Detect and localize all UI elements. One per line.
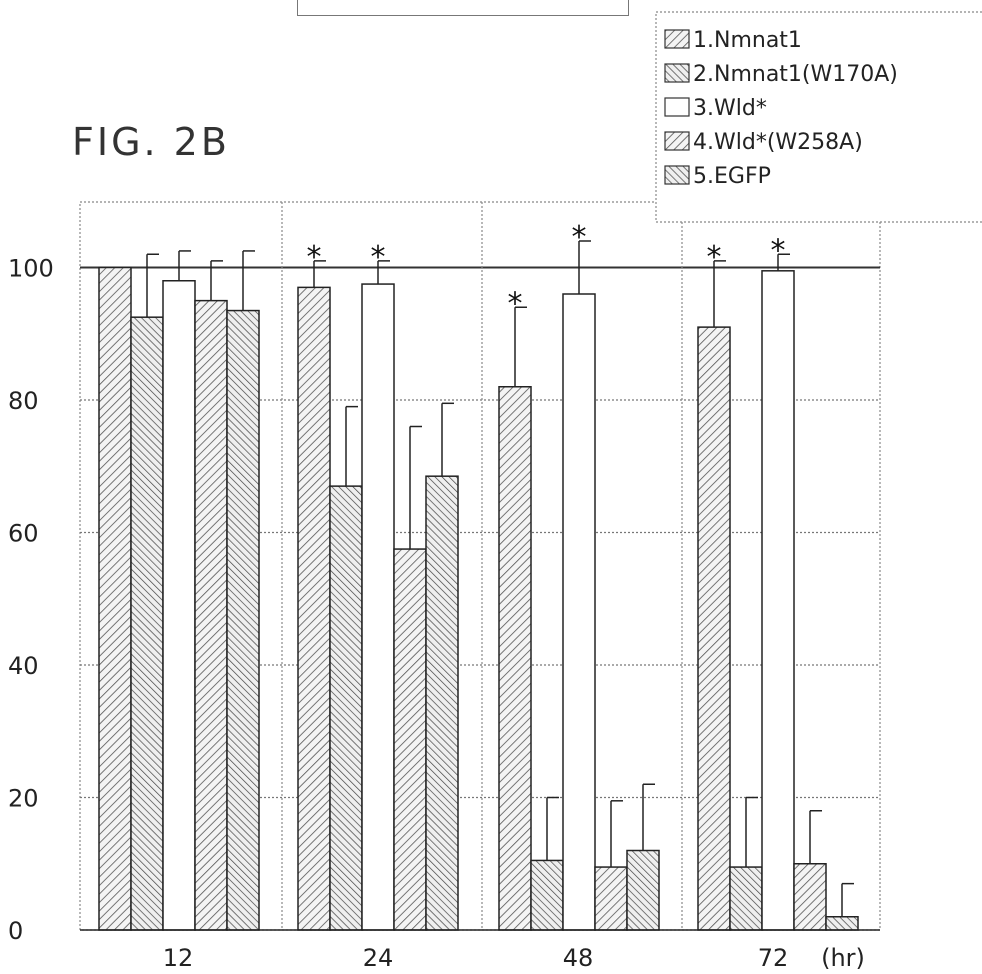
legend-swatch	[664, 165, 690, 185]
bar-s4-48	[594, 866, 628, 931]
legend-box	[655, 11, 982, 223]
y-tick-label: 60	[8, 520, 39, 548]
bar-s5-24	[425, 475, 459, 931]
figure-label: FIG. 2B	[72, 120, 230, 164]
x-tick-label: 24	[363, 944, 394, 972]
legend-entry: 4.Wld*(W258A)	[693, 130, 863, 155]
y-tick-label: 0	[8, 917, 23, 945]
significance-star: *	[371, 240, 386, 275]
bar-s1-12	[98, 266, 132, 931]
y-tick-label: 20	[8, 785, 39, 813]
bar-s5-72	[825, 916, 859, 931]
bar-s3-24	[361, 283, 395, 931]
legend-entry: 2.Nmnat1(W170A)	[693, 62, 898, 87]
bar-s4-12	[194, 299, 228, 931]
bar-s5-12	[226, 309, 260, 931]
bar-s2-48	[530, 859, 564, 931]
legend-swatch	[664, 131, 690, 151]
bar-s3-48	[562, 293, 596, 931]
legend-swatch	[664, 29, 690, 49]
bar-s1-48	[498, 386, 532, 931]
x-unit-label: (hr)	[821, 944, 865, 972]
legend-entry: 1.Nmnat1	[693, 28, 802, 53]
legend-entry: 5.EGFP	[693, 164, 771, 189]
y-tick-label: 80	[8, 387, 39, 415]
significance-star: *	[572, 220, 587, 255]
significance-star: *	[707, 240, 722, 275]
significance-star: *	[771, 233, 786, 268]
bar-s4-72	[793, 863, 827, 931]
legend-swatch	[664, 63, 690, 83]
bar-s3-12	[162, 280, 196, 931]
y-tick-label: 100	[8, 255, 54, 283]
x-tick-label: 12	[163, 944, 194, 972]
bar-s1-72	[697, 326, 731, 931]
bar-s2-72	[729, 866, 763, 931]
bar-s3-72	[761, 270, 795, 931]
bar-s2-12	[130, 316, 164, 931]
bar-s2-24	[329, 485, 363, 931]
legend-entry: 3.Wld*	[693, 96, 767, 121]
y-tick-label: 40	[8, 652, 39, 680]
top-frame-fragment	[297, 0, 629, 16]
bar-s1-24	[297, 286, 331, 931]
legend-swatch	[664, 97, 690, 117]
x-tick-label: 48	[563, 944, 594, 972]
bar-s5-48	[626, 849, 660, 931]
bar-s4-24	[393, 548, 427, 931]
significance-star: *	[508, 286, 523, 321]
x-tick-label: 72	[758, 944, 789, 972]
significance-star: *	[307, 240, 322, 275]
